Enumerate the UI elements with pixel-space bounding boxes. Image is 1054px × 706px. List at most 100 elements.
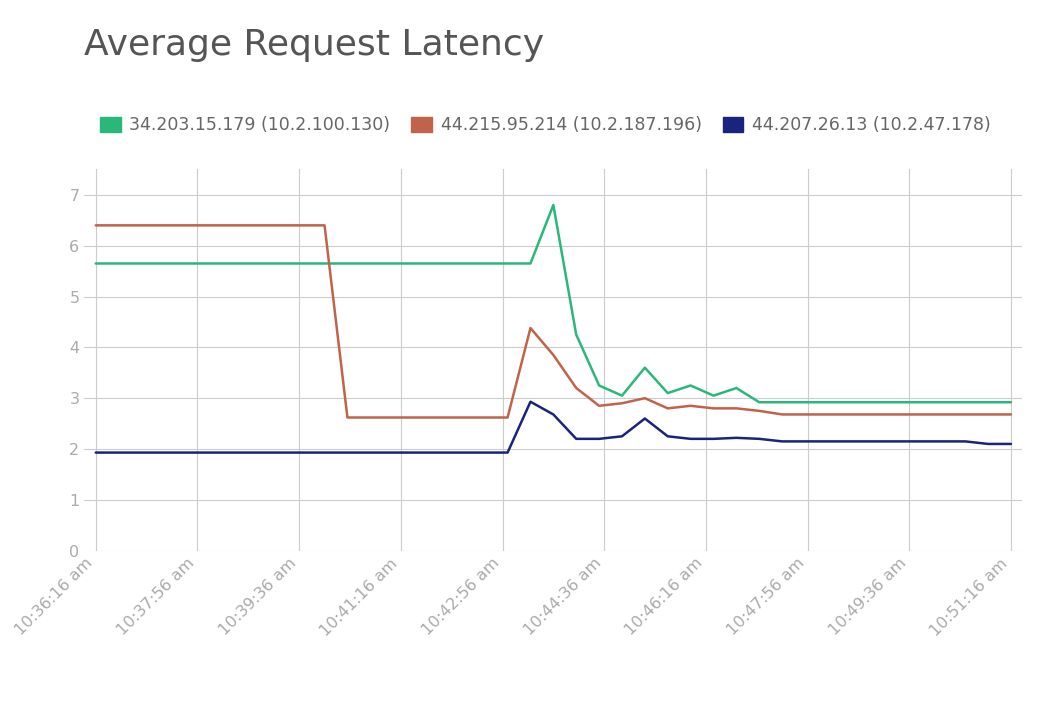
44.207.26.13 (10.2.47.178) (730, 433, 743, 442)
34.203.15.179 (10.2.100.130) (936, 398, 949, 407)
34.203.15.179 (10.2.100.130) (295, 259, 308, 268)
44.215.95.214 (10.2.187.196) (684, 402, 697, 410)
44.215.95.214 (10.2.187.196) (455, 413, 468, 421)
44.207.26.13 (10.2.47.178) (455, 448, 468, 457)
34.203.15.179 (10.2.100.130) (684, 381, 697, 390)
44.215.95.214 (10.2.187.196) (158, 221, 171, 229)
44.215.95.214 (10.2.187.196) (502, 413, 514, 421)
44.215.95.214 (10.2.187.196) (547, 351, 560, 359)
44.215.95.214 (10.2.187.196) (227, 221, 239, 229)
44.207.26.13 (10.2.47.178) (181, 448, 194, 457)
44.207.26.13 (10.2.47.178) (891, 437, 903, 445)
44.207.26.13 (10.2.47.178) (113, 448, 125, 457)
44.207.26.13 (10.2.47.178) (981, 440, 994, 448)
44.215.95.214 (10.2.187.196) (639, 394, 651, 402)
34.203.15.179 (10.2.100.130) (844, 398, 857, 407)
34.203.15.179 (10.2.100.130) (524, 259, 536, 268)
Line: 44.207.26.13 (10.2.47.178): 44.207.26.13 (10.2.47.178) (96, 402, 1011, 453)
44.207.26.13 (10.2.47.178) (662, 432, 675, 441)
34.203.15.179 (10.2.100.130) (113, 259, 125, 268)
34.203.15.179 (10.2.100.130) (639, 364, 651, 372)
44.207.26.13 (10.2.47.178) (639, 414, 651, 423)
44.215.95.214 (10.2.187.196) (479, 413, 491, 421)
44.207.26.13 (10.2.47.178) (135, 448, 148, 457)
34.203.15.179 (10.2.100.130) (959, 398, 972, 407)
44.215.95.214 (10.2.187.196) (776, 410, 788, 419)
44.207.26.13 (10.2.47.178) (203, 448, 216, 457)
34.203.15.179 (10.2.100.130) (616, 391, 628, 400)
44.207.26.13 (10.2.47.178) (90, 448, 102, 457)
34.203.15.179 (10.2.100.130) (913, 398, 925, 407)
34.203.15.179 (10.2.100.130) (662, 389, 675, 397)
44.207.26.13 (10.2.47.178) (570, 435, 583, 443)
44.215.95.214 (10.2.187.196) (410, 413, 423, 421)
44.207.26.13 (10.2.47.178) (250, 448, 262, 457)
44.215.95.214 (10.2.187.196) (135, 221, 148, 229)
34.203.15.179 (10.2.100.130) (502, 259, 514, 268)
Line: 34.203.15.179 (10.2.100.130): 34.203.15.179 (10.2.100.130) (96, 205, 1011, 402)
Line: 44.215.95.214 (10.2.187.196): 44.215.95.214 (10.2.187.196) (96, 225, 1011, 417)
44.207.26.13 (10.2.47.178) (341, 448, 354, 457)
44.215.95.214 (10.2.187.196) (891, 410, 903, 419)
34.203.15.179 (10.2.100.130) (203, 259, 216, 268)
34.203.15.179 (10.2.100.130) (1004, 398, 1017, 407)
44.215.95.214 (10.2.187.196) (295, 221, 308, 229)
34.203.15.179 (10.2.100.130) (410, 259, 423, 268)
44.207.26.13 (10.2.47.178) (273, 448, 286, 457)
44.207.26.13 (10.2.47.178) (959, 437, 972, 445)
44.215.95.214 (10.2.187.196) (181, 221, 194, 229)
44.207.26.13 (10.2.47.178) (158, 448, 171, 457)
44.215.95.214 (10.2.187.196) (570, 384, 583, 393)
34.203.15.179 (10.2.100.130) (181, 259, 194, 268)
34.203.15.179 (10.2.100.130) (867, 398, 880, 407)
44.207.26.13 (10.2.47.178) (684, 435, 697, 443)
44.215.95.214 (10.2.187.196) (203, 221, 216, 229)
34.203.15.179 (10.2.100.130) (90, 259, 102, 268)
34.203.15.179 (10.2.100.130) (707, 391, 720, 400)
34.203.15.179 (10.2.100.130) (821, 398, 834, 407)
Legend: 34.203.15.179 (10.2.100.130), 44.215.95.214 (10.2.187.196), 44.207.26.13 (10.2.4: 34.203.15.179 (10.2.100.130), 44.215.95.… (93, 109, 998, 141)
44.207.26.13 (10.2.47.178) (936, 437, 949, 445)
44.215.95.214 (10.2.187.196) (341, 413, 354, 421)
44.215.95.214 (10.2.187.196) (959, 410, 972, 419)
34.203.15.179 (10.2.100.130) (570, 330, 583, 339)
44.215.95.214 (10.2.187.196) (432, 413, 445, 421)
44.215.95.214 (10.2.187.196) (1004, 410, 1017, 419)
44.215.95.214 (10.2.187.196) (867, 410, 880, 419)
44.207.26.13 (10.2.47.178) (844, 437, 857, 445)
34.203.15.179 (10.2.100.130) (250, 259, 262, 268)
44.215.95.214 (10.2.187.196) (730, 404, 743, 412)
44.215.95.214 (10.2.187.196) (799, 410, 812, 419)
44.215.95.214 (10.2.187.196) (936, 410, 949, 419)
44.207.26.13 (10.2.47.178) (318, 448, 331, 457)
44.215.95.214 (10.2.187.196) (821, 410, 834, 419)
34.203.15.179 (10.2.100.130) (479, 259, 491, 268)
44.207.26.13 (10.2.47.178) (295, 448, 308, 457)
44.207.26.13 (10.2.47.178) (592, 435, 605, 443)
44.207.26.13 (10.2.47.178) (707, 435, 720, 443)
34.203.15.179 (10.2.100.130) (455, 259, 468, 268)
34.203.15.179 (10.2.100.130) (387, 259, 399, 268)
34.203.15.179 (10.2.100.130) (318, 259, 331, 268)
44.207.26.13 (10.2.47.178) (364, 448, 376, 457)
44.215.95.214 (10.2.187.196) (844, 410, 857, 419)
44.207.26.13 (10.2.47.178) (227, 448, 239, 457)
44.215.95.214 (10.2.187.196) (913, 410, 925, 419)
44.215.95.214 (10.2.187.196) (592, 402, 605, 410)
44.215.95.214 (10.2.187.196) (250, 221, 262, 229)
44.215.95.214 (10.2.187.196) (113, 221, 125, 229)
44.215.95.214 (10.2.187.196) (616, 399, 628, 407)
44.207.26.13 (10.2.47.178) (479, 448, 491, 457)
44.207.26.13 (10.2.47.178) (799, 437, 812, 445)
34.203.15.179 (10.2.100.130) (341, 259, 354, 268)
44.207.26.13 (10.2.47.178) (616, 432, 628, 441)
44.207.26.13 (10.2.47.178) (1004, 440, 1017, 448)
44.207.26.13 (10.2.47.178) (410, 448, 423, 457)
34.203.15.179 (10.2.100.130) (891, 398, 903, 407)
44.207.26.13 (10.2.47.178) (821, 437, 834, 445)
44.215.95.214 (10.2.187.196) (707, 404, 720, 412)
34.203.15.179 (10.2.100.130) (776, 398, 788, 407)
44.207.26.13 (10.2.47.178) (913, 437, 925, 445)
44.215.95.214 (10.2.187.196) (273, 221, 286, 229)
44.215.95.214 (10.2.187.196) (981, 410, 994, 419)
